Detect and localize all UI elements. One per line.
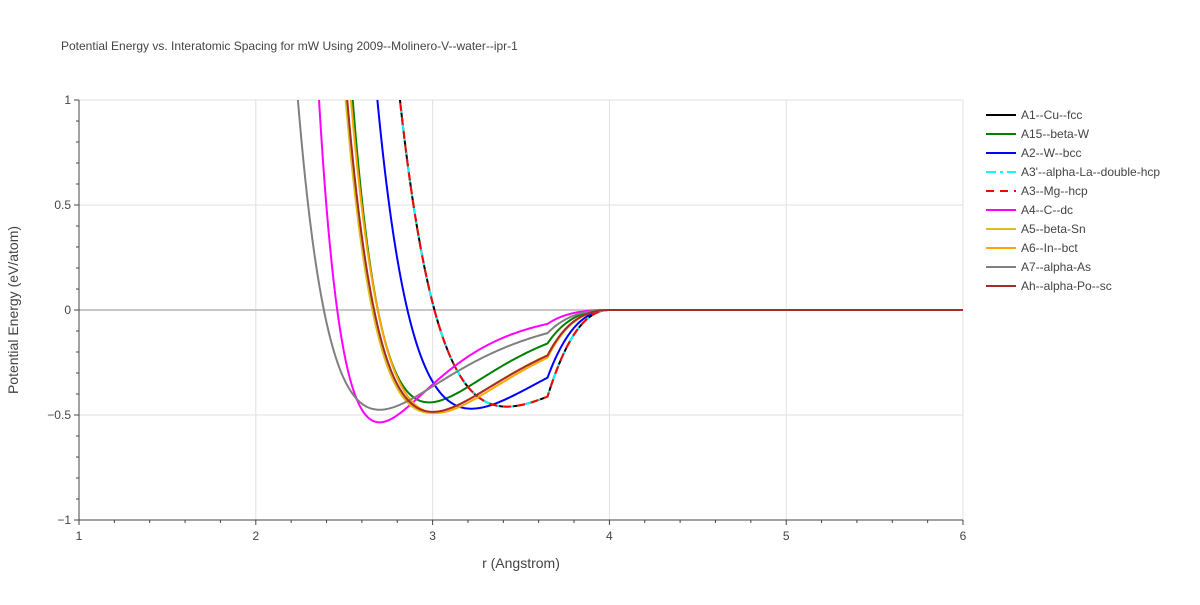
y-tick-label: 0 (64, 303, 71, 317)
legend-label: A5--beta-Sn (1021, 222, 1086, 236)
series-line-a4-c-dc (318, 100, 963, 424)
legend-item-a15-beta-w[interactable]: A15--beta-W (986, 127, 1090, 141)
series-line-a3-alpha-la-double-hcp (398, 100, 963, 408)
x-tick-label: 5 (783, 529, 790, 543)
legend-label: Ah--alpha-Po--sc (1021, 279, 1112, 293)
legend-label: A4--C--dc (1021, 203, 1073, 217)
x-tick-label: 1 (76, 529, 83, 543)
legend-item-a5-beta-sn[interactable]: A5--beta-Sn (986, 222, 1086, 236)
chart-title: Potential Energy vs. Interatomic Spacing… (61, 39, 518, 53)
legend-item-a1-cu-fcc[interactable]: A1--Cu--fcc (986, 108, 1082, 122)
x-tick-label: 3 (429, 529, 436, 543)
x-tick-label: 4 (606, 529, 613, 543)
legend-item-a3-alpha-la-double-hcp[interactable]: A3'--alpha-La--double-hcp (986, 165, 1160, 179)
legend-item-a3-mg-hcp[interactable]: A3--Mg--hcp (986, 184, 1088, 198)
y-tick-label: 1 (64, 93, 71, 107)
legend-item-a2-w-bcc[interactable]: A2--W--bcc (986, 146, 1081, 160)
y-tick-label: −1 (57, 513, 71, 527)
series-layer (296, 100, 963, 424)
y-tick-label: −0.5 (47, 408, 71, 422)
legend: A1--Cu--fcc A15--beta-W A2--W--bcc A3'--alp… (986, 108, 1160, 293)
x-tick-label: 6 (960, 529, 967, 543)
axis-layer: 1 2 3 4 5 6 −1 −0.5 0 0.5 1 (47, 93, 966, 543)
y-axis-title: Potential Energy (eV/atom) (5, 226, 21, 394)
series-line-ah-alpha-po-sc (346, 100, 963, 413)
legend-label: A6--In--bct (1021, 241, 1078, 255)
legend-item-a7-alpha-as[interactable]: A7--alpha-As (986, 260, 1091, 274)
x-tick-label: 2 (252, 529, 259, 543)
series-line-a15-beta-w (351, 100, 963, 404)
legend-label: A7--alpha-As (1021, 260, 1091, 274)
y-tick-label: 0.5 (54, 198, 71, 212)
legend-label: A15--beta-W (1021, 127, 1090, 141)
series-line-a5-beta-sn (344, 100, 963, 414)
series-line-a3-mg-hcp (398, 100, 963, 408)
legend-label: A2--W--bcc (1021, 146, 1081, 160)
legend-item-a6-in-bct[interactable]: A6--In--bct (986, 241, 1078, 255)
series-line-a6-in-bct (349, 100, 963, 414)
x-axis-title: r (Angstrom) (482, 555, 560, 571)
legend-label: A3'--alpha-La--double-hcp (1021, 165, 1160, 179)
legend-label: A1--Cu--fcc (1021, 108, 1082, 122)
legend-item-ah-alpha-po-sc[interactable]: Ah--alpha-Po--sc (986, 279, 1112, 293)
series-line-a1-cu-fcc (398, 100, 963, 408)
legend-item-a4-c-dc[interactable]: A4--C--dc (986, 203, 1073, 217)
series-line-a2-w-bcc (376, 100, 963, 410)
legend-label: A3--Mg--hcp (1021, 184, 1088, 198)
